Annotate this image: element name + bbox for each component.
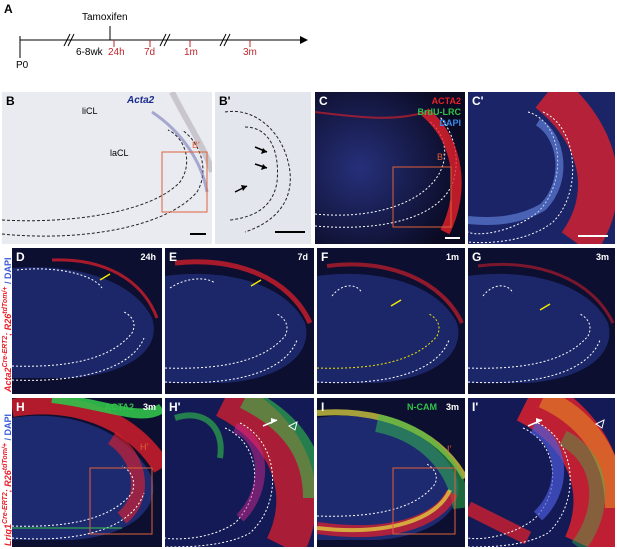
panel-e-label: E: [169, 250, 178, 264]
panel-b-label: B: [6, 94, 15, 108]
timeline-1m: 1m: [184, 47, 198, 58]
panel-f-time: 1m: [445, 252, 459, 262]
panel-c-label: C: [319, 94, 328, 108]
panel-h-prime-image: H': [165, 398, 314, 547]
panel-e-image: E 7d: [165, 248, 314, 394]
panel-i-inset-label: I': [447, 444, 452, 454]
panel-b-inset-label: B': [192, 140, 200, 150]
timeline-7d: 7d: [144, 47, 156, 58]
panel-e-time: 7d: [297, 252, 308, 262]
timeline-24h: 24h: [108, 47, 125, 58]
timeline-3m: 3m: [243, 47, 257, 58]
panel-g-image: G 3m: [468, 248, 615, 394]
panel-h-stain: ACTA2: [104, 402, 134, 412]
panel-h-label: H: [16, 400, 25, 414]
panel-c-prime-label: C': [472, 94, 484, 108]
panel-h-time: 3m: [142, 402, 156, 412]
legend-dapi: DAPI: [439, 118, 461, 128]
panel-d-image: D 24h: [12, 248, 162, 394]
timeline-age: 6-8wk: [76, 47, 103, 58]
panel-i-stain: N-CAM: [407, 402, 437, 412]
panel-d-time: 24h: [140, 252, 156, 262]
lacl-label: laCL: [110, 148, 129, 158]
legend-brdu: BrdU-LRC: [417, 107, 462, 117]
panel-b-image: B Acta2 liCL laCL B': [2, 92, 212, 244]
panel-h-inset-label: H': [140, 442, 149, 452]
panel-i-image: I N-CAM 3m I': [317, 398, 465, 547]
legend-acta2: ACTA2: [431, 96, 461, 106]
panel-d-label: D: [16, 250, 25, 264]
panel-i-label: I: [321, 400, 325, 414]
panel-b-prime-label: B': [219, 94, 231, 108]
tamoxifen-label: Tamoxifen: [82, 12, 128, 23]
licl-label: liCL: [82, 106, 98, 116]
panel-c-image: C ACTA2 BrdU-LRC DAPI B': [315, 92, 465, 244]
panel-h-image: H ACTA2 3m H': [12, 398, 162, 547]
panel-b-gene: Acta2: [127, 95, 155, 106]
timeline-graphic: [19, 26, 308, 58]
panel-i-prime-image: I': [468, 398, 615, 547]
panel-g-time: 3m: [595, 252, 609, 262]
panel-h-prime-label: H': [169, 400, 181, 414]
timeline-start: P0: [16, 60, 29, 71]
panel-i-prime-label: I': [472, 400, 479, 414]
panel-c-prime-image: C': [468, 92, 615, 244]
panel-i-time: 3m: [445, 402, 459, 412]
panel-c-legend: ACTA2 BrdU-LRC DAPI: [418, 96, 462, 129]
panel-f-image: F 1m: [317, 248, 465, 394]
panel-b-prime-image: B': [215, 92, 311, 244]
panel-g-label: G: [472, 250, 482, 264]
panel-c-inset-label: B': [437, 152, 445, 162]
panel-f-label: F: [321, 250, 329, 264]
panel-a-label: A: [4, 2, 13, 16]
